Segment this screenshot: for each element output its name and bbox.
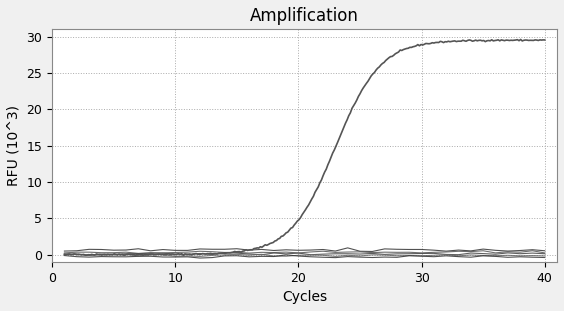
Title: Amplification: Amplification bbox=[250, 7, 359, 25]
X-axis label: Cycles: Cycles bbox=[282, 290, 327, 304]
Y-axis label: RFU (10^3): RFU (10^3) bbox=[7, 105, 21, 186]
